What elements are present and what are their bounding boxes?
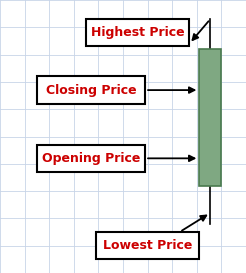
- Text: Lowest Price: Lowest Price: [103, 239, 192, 252]
- Text: Highest Price: Highest Price: [91, 26, 184, 39]
- FancyBboxPatch shape: [37, 145, 145, 172]
- FancyBboxPatch shape: [37, 76, 145, 104]
- Text: Closing Price: Closing Price: [46, 84, 136, 97]
- FancyBboxPatch shape: [86, 19, 189, 46]
- FancyBboxPatch shape: [96, 232, 199, 259]
- Text: Opening Price: Opening Price: [42, 152, 140, 165]
- FancyBboxPatch shape: [199, 49, 221, 186]
